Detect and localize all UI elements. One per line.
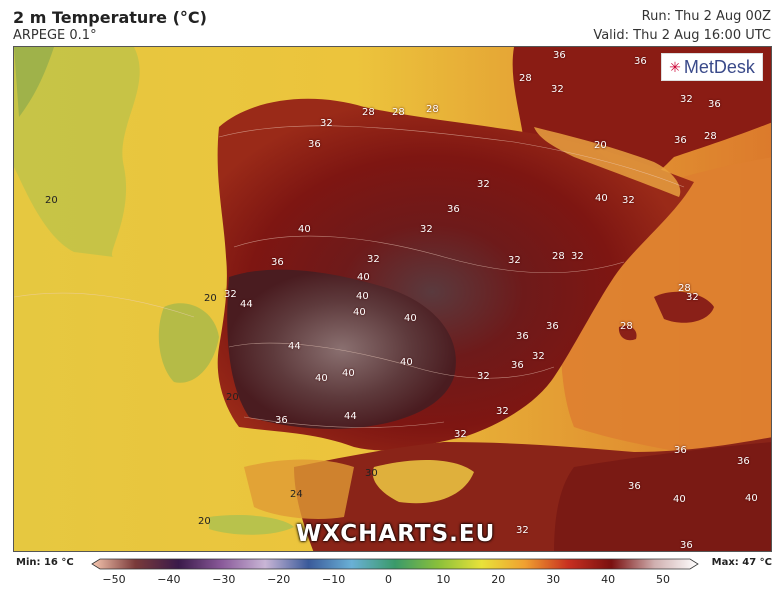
temp-label: 20 bbox=[594, 140, 607, 151]
balearic-minor bbox=[618, 325, 637, 341]
temp-label: 28 bbox=[362, 107, 375, 118]
scale-tick-label: 20 bbox=[491, 573, 506, 586]
logo-text: MetDesk bbox=[683, 56, 755, 77]
max-value: Max: 47 °C bbox=[711, 557, 772, 568]
temperature-map[interactable]: ✳ MetDesk WXCHARTS.EU 36 28 32 36 28 28 … bbox=[13, 46, 772, 552]
temp-label: 36 bbox=[674, 135, 687, 146]
color-bar-gradient bbox=[91, 558, 699, 570]
temp-label: 40 bbox=[404, 313, 417, 324]
cool-patch-west bbox=[14, 47, 54, 117]
scale-tick-label: 10 bbox=[436, 573, 451, 586]
temp-label: 32 bbox=[496, 406, 509, 417]
temp-label: 36 bbox=[516, 331, 529, 342]
temp-label: 36 bbox=[447, 204, 460, 215]
temp-label: 32 bbox=[551, 84, 564, 95]
temp-label: 32 bbox=[454, 429, 467, 440]
temp-label: 40 bbox=[315, 373, 328, 384]
temp-label: 44 bbox=[240, 299, 253, 310]
temp-label: 32 bbox=[420, 224, 433, 235]
temp-label: 40 bbox=[353, 307, 366, 318]
temp-label: 36 bbox=[737, 456, 750, 467]
temp-label: 36 bbox=[553, 50, 566, 61]
color-scale: Min: 16 °C Max: 47 °C −50 −40 −30 −20 −10 0 10… bbox=[0, 553, 784, 600]
temp-label: 32 bbox=[224, 289, 237, 300]
cool-patch-coast bbox=[158, 303, 219, 383]
temp-label: 36 bbox=[674, 445, 687, 456]
cool-patch-south bbox=[209, 515, 294, 535]
color-bar bbox=[91, 558, 699, 570]
model-name: ARPEGE 0.1° bbox=[13, 28, 97, 43]
temp-label: 32 bbox=[367, 254, 380, 265]
temp-label: 28 bbox=[426, 104, 439, 115]
scale-tick-label: −30 bbox=[212, 573, 236, 586]
temp-label: 32 bbox=[680, 94, 693, 105]
temp-label: 28 bbox=[519, 73, 532, 84]
temp-label: 28 bbox=[678, 283, 691, 294]
temp-label: 44 bbox=[344, 411, 357, 422]
temp-label: 40 bbox=[356, 291, 369, 302]
temp-label: 24 bbox=[290, 489, 303, 500]
temp-label: 32 bbox=[686, 292, 699, 303]
temp-label: 36 bbox=[271, 257, 284, 268]
temp-label: 44 bbox=[288, 341, 301, 352]
temp-label: 32 bbox=[477, 371, 490, 382]
temp-label: 40 bbox=[342, 368, 355, 379]
temp-label: 32 bbox=[508, 255, 521, 266]
temp-label: 32 bbox=[477, 179, 490, 190]
temp-label: 36 bbox=[511, 360, 524, 371]
strait-band bbox=[244, 459, 354, 519]
balearic-islands bbox=[654, 291, 714, 323]
scale-tick-label: 40 bbox=[601, 573, 616, 586]
watermark: WXCHARTS.EU bbox=[296, 521, 496, 547]
temp-label: 28 bbox=[620, 321, 633, 332]
scale-tick-label: −50 bbox=[102, 573, 126, 586]
scale-tick-label: 50 bbox=[656, 573, 670, 586]
contour-lines bbox=[14, 125, 685, 428]
temp-label: 32 bbox=[571, 251, 584, 262]
map-title: 2 m Temperature (°C) bbox=[13, 8, 207, 27]
temp-label: 32 bbox=[516, 525, 529, 536]
temp-label: 32 bbox=[320, 118, 333, 129]
temp-label: 36 bbox=[308, 139, 321, 150]
min-value: Min: 16 °C bbox=[16, 557, 74, 568]
temp-label: 36 bbox=[275, 415, 288, 426]
temp-label: 40 bbox=[595, 193, 608, 204]
scale-tick-label: −10 bbox=[321, 573, 346, 586]
valid-time: Valid: Thu 2 Aug 16:00 UTC bbox=[593, 28, 771, 43]
temp-label: 36 bbox=[680, 540, 693, 551]
run-time: Run: Thu 2 Aug 00Z bbox=[641, 9, 771, 24]
temp-label: 40 bbox=[400, 357, 413, 368]
temp-label: 32 bbox=[622, 195, 635, 206]
scale-tick-label: −20 bbox=[267, 573, 291, 586]
temp-label: 28 bbox=[392, 107, 405, 118]
cool-patch-north bbox=[14, 47, 140, 257]
scale-tick-label: 0 bbox=[385, 573, 392, 586]
temp-label: 20 bbox=[45, 195, 58, 206]
temp-label: 20 bbox=[198, 516, 211, 527]
temp-label: 28 bbox=[704, 131, 717, 142]
scale-tick-label: −40 bbox=[157, 573, 181, 586]
scale-tick-label: 30 bbox=[546, 573, 561, 586]
africa-coast-cool bbox=[372, 460, 474, 504]
temp-label: 30 bbox=[365, 468, 378, 479]
temp-label: 40 bbox=[673, 494, 686, 505]
temp-label: 32 bbox=[532, 351, 545, 362]
temp-label: 40 bbox=[357, 272, 370, 283]
temp-label: 28 bbox=[552, 251, 565, 262]
scale-ticks: −50 −40 −30 −20 −10 0 10 20 30 40 50 bbox=[0, 573, 784, 589]
metdesk-star-icon: ✳ bbox=[669, 58, 681, 75]
hot-core bbox=[227, 269, 456, 429]
metdesk-logo: ✳ MetDesk bbox=[661, 53, 763, 81]
temp-label: 36 bbox=[634, 56, 647, 67]
temp-label: 40 bbox=[745, 493, 758, 504]
map-header: 2 m Temperature (°C) ARPEGE 0.1° Run: Th… bbox=[0, 0, 784, 46]
temp-label: 36 bbox=[628, 481, 641, 492]
africa-east-hot bbox=[554, 442, 771, 551]
temp-label: 40 bbox=[298, 224, 311, 235]
temp-label: 36 bbox=[708, 99, 721, 110]
temp-label: 20 bbox=[204, 293, 217, 304]
temp-label: 20 bbox=[226, 392, 239, 403]
temp-label: 36 bbox=[546, 321, 559, 332]
map-canvas bbox=[14, 47, 771, 551]
